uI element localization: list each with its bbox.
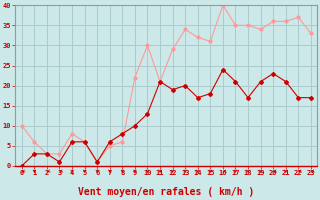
X-axis label: Vent moyen/en rafales ( km/h ): Vent moyen/en rafales ( km/h ) xyxy=(78,187,254,197)
